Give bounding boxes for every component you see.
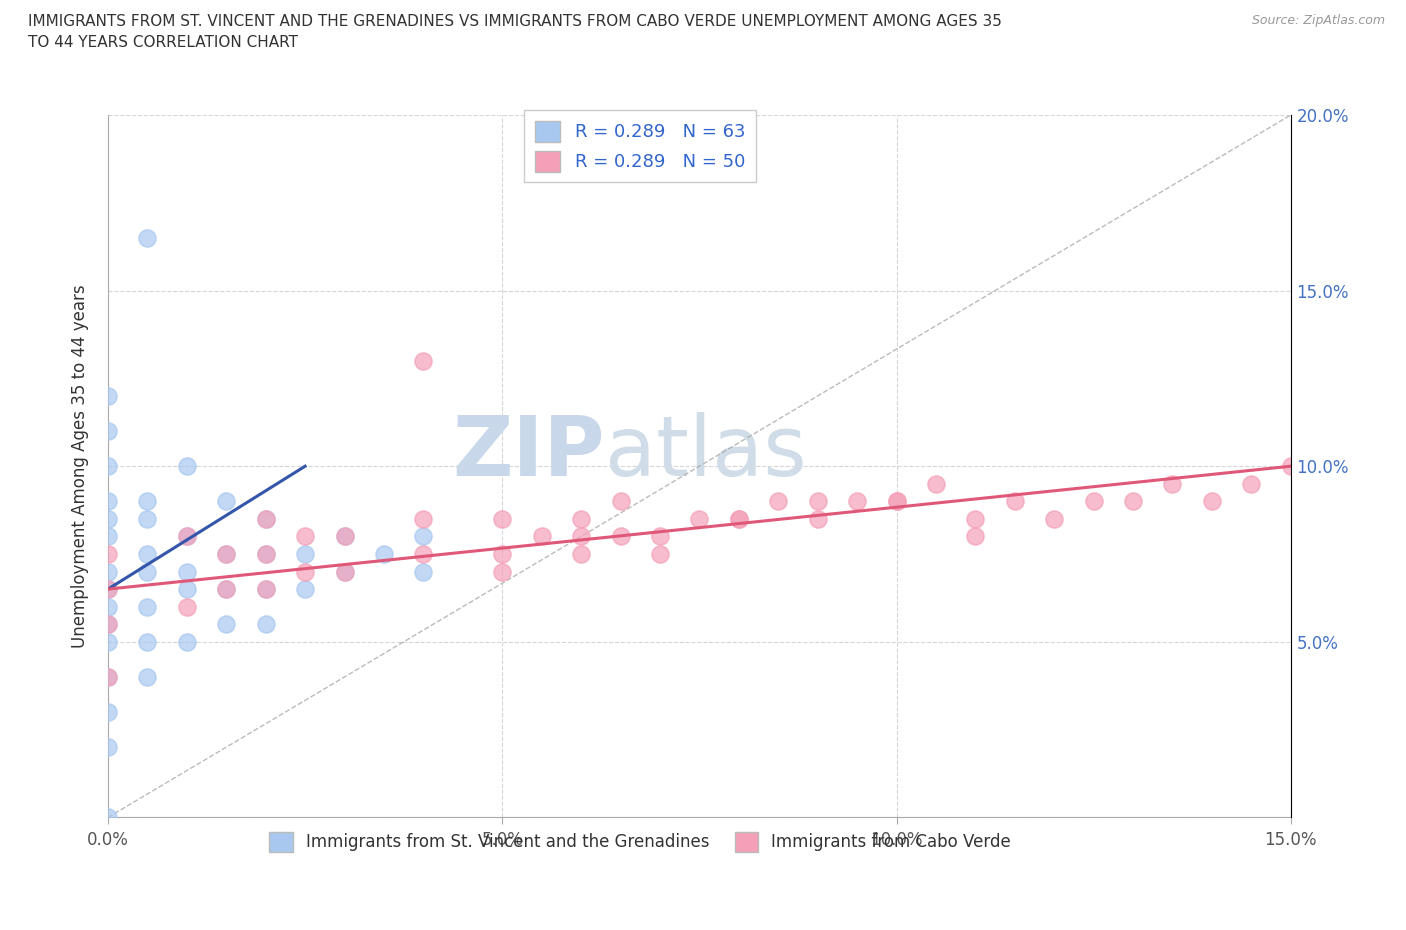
- Point: [136, 231, 159, 246]
- Point: [97, 670, 120, 684]
- Point: [807, 494, 830, 509]
- Point: [136, 547, 159, 562]
- Point: [97, 547, 120, 562]
- Point: [176, 599, 198, 614]
- Point: [846, 494, 869, 509]
- Point: [97, 529, 120, 544]
- Point: [1083, 494, 1105, 509]
- Point: [215, 617, 238, 631]
- Text: Source: ZipAtlas.com: Source: ZipAtlas.com: [1251, 14, 1385, 27]
- Point: [688, 512, 710, 526]
- Text: ZIP: ZIP: [453, 412, 605, 493]
- Point: [1004, 494, 1026, 509]
- Point: [412, 547, 434, 562]
- Point: [333, 565, 356, 579]
- Y-axis label: Unemployment Among Ages 35 to 44 years: Unemployment Among Ages 35 to 44 years: [72, 285, 89, 648]
- Point: [609, 529, 631, 544]
- Point: [97, 670, 120, 684]
- Point: [1240, 476, 1263, 491]
- Text: atlas: atlas: [605, 412, 807, 493]
- Point: [609, 494, 631, 509]
- Point: [294, 547, 316, 562]
- Point: [768, 494, 790, 509]
- Point: [648, 547, 671, 562]
- Point: [491, 547, 513, 562]
- Point: [294, 565, 316, 579]
- Point: [333, 529, 356, 544]
- Point: [97, 458, 120, 473]
- Point: [97, 512, 120, 526]
- Point: [412, 353, 434, 368]
- Point: [1201, 494, 1223, 509]
- Point: [491, 512, 513, 526]
- Point: [727, 512, 749, 526]
- Point: [215, 494, 238, 509]
- Point: [254, 581, 277, 596]
- Point: [97, 617, 120, 631]
- Point: [97, 617, 120, 631]
- Point: [215, 581, 238, 596]
- Point: [136, 599, 159, 614]
- Point: [97, 810, 120, 825]
- Point: [294, 581, 316, 596]
- Point: [176, 529, 198, 544]
- Point: [569, 512, 592, 526]
- Point: [648, 529, 671, 544]
- Text: IMMIGRANTS FROM ST. VINCENT AND THE GRENADINES VS IMMIGRANTS FROM CABO VERDE UNE: IMMIGRANTS FROM ST. VINCENT AND THE GREN…: [28, 14, 1002, 50]
- Point: [925, 476, 948, 491]
- Point: [727, 512, 749, 526]
- Legend: Immigrants from St. Vincent and the Grenadines, Immigrants from Cabo Verde: Immigrants from St. Vincent and the Gren…: [263, 826, 1018, 858]
- Point: [1161, 476, 1184, 491]
- Point: [97, 739, 120, 754]
- Point: [530, 529, 553, 544]
- Point: [886, 494, 908, 509]
- Point: [176, 634, 198, 649]
- Point: [569, 547, 592, 562]
- Point: [97, 494, 120, 509]
- Point: [254, 547, 277, 562]
- Point: [136, 565, 159, 579]
- Point: [215, 547, 238, 562]
- Point: [176, 458, 198, 473]
- Point: [294, 529, 316, 544]
- Point: [373, 547, 395, 562]
- Point: [97, 599, 120, 614]
- Point: [97, 705, 120, 720]
- Point: [254, 512, 277, 526]
- Point: [136, 634, 159, 649]
- Point: [1043, 512, 1066, 526]
- Point: [254, 617, 277, 631]
- Point: [254, 581, 277, 596]
- Point: [136, 670, 159, 684]
- Point: [965, 512, 987, 526]
- Point: [569, 529, 592, 544]
- Point: [176, 581, 198, 596]
- Point: [254, 512, 277, 526]
- Point: [97, 581, 120, 596]
- Point: [412, 529, 434, 544]
- Point: [136, 512, 159, 526]
- Point: [333, 565, 356, 579]
- Point: [97, 565, 120, 579]
- Point: [1279, 458, 1302, 473]
- Point: [215, 581, 238, 596]
- Point: [176, 529, 198, 544]
- Point: [333, 529, 356, 544]
- Point: [97, 581, 120, 596]
- Point: [136, 494, 159, 509]
- Point: [412, 512, 434, 526]
- Point: [97, 634, 120, 649]
- Point: [215, 547, 238, 562]
- Point: [1122, 494, 1144, 509]
- Point: [807, 512, 830, 526]
- Point: [965, 529, 987, 544]
- Point: [254, 547, 277, 562]
- Point: [97, 424, 120, 439]
- Point: [886, 494, 908, 509]
- Point: [491, 565, 513, 579]
- Point: [176, 565, 198, 579]
- Point: [412, 565, 434, 579]
- Point: [97, 389, 120, 404]
